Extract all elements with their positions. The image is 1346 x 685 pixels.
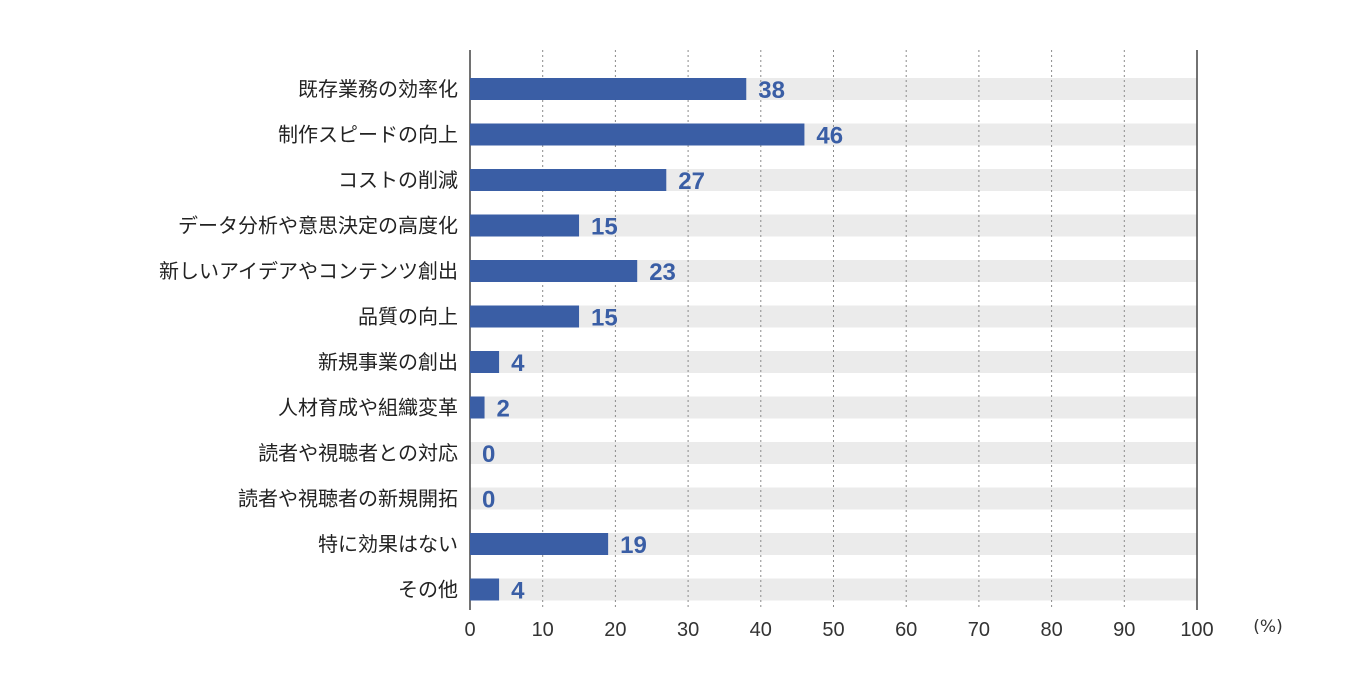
x-tick-label: 30 — [677, 619, 699, 641]
bar-track — [470, 533, 1197, 555]
bar — [470, 260, 638, 282]
category-label: データ分析や意思決定の高度化 — [178, 214, 458, 238]
value-label: 46 — [816, 123, 843, 150]
bar-track — [470, 487, 1197, 510]
bar — [470, 578, 500, 601]
bar — [470, 169, 667, 191]
x-tick-label: 10 — [532, 619, 554, 641]
category-label: 人材育成や組織変革 — [278, 396, 458, 420]
value-label: 0 — [482, 441, 495, 468]
value-label: 4 — [511, 350, 525, 377]
category-label: 読者や視聴者との対応 — [258, 441, 458, 465]
x-tick-label: 0 — [464, 619, 475, 641]
value-label: 15 — [591, 214, 618, 241]
bars — [470, 78, 805, 601]
value-label: 4 — [511, 578, 525, 605]
bar — [470, 305, 580, 328]
x-unit-label: (%) — [1253, 617, 1282, 637]
value-label: 38 — [758, 77, 785, 104]
x-tick-label: 100 — [1180, 619, 1213, 641]
x-tick-label: 40 — [750, 619, 772, 641]
category-label: 制作スピードの向上 — [278, 123, 458, 147]
value-label: 15 — [591, 305, 618, 332]
category-label: 読者や視聴者の新規開拓 — [238, 487, 458, 511]
bar-track — [470, 442, 1197, 464]
category-label: 新規事業の創出 — [318, 350, 458, 374]
value-label: 23 — [649, 259, 676, 286]
bar — [470, 533, 609, 555]
category-label: 特に効果はない — [318, 532, 458, 556]
x-tick-label: 80 — [1040, 619, 1062, 641]
bar-track — [470, 578, 1197, 601]
x-tick-label: 50 — [822, 619, 844, 641]
value-label: 19 — [620, 532, 647, 559]
value-label: 27 — [678, 168, 705, 195]
category-label: その他 — [398, 578, 458, 602]
bar-track — [470, 396, 1197, 419]
x-tick-label: 90 — [1113, 619, 1135, 641]
bar — [470, 214, 580, 237]
value-label: 0 — [482, 487, 495, 514]
bar — [470, 396, 485, 419]
x-tick-label: 70 — [968, 619, 990, 641]
category-labels: 既存業務の効率化制作スピードの向上コストの削減データ分析や意思決定の高度化新しい… — [159, 77, 458, 602]
category-label: 品質の向上 — [358, 305, 458, 329]
bar — [470, 351, 500, 373]
value-label: 2 — [497, 396, 510, 423]
x-tick-labels: 0 10 20 30 40 50 60 70 80 90 100 — [464, 619, 1213, 641]
category-label: コストの削減 — [338, 168, 458, 192]
x-tick-label: 60 — [895, 619, 917, 641]
category-label: 既存業務の効率化 — [298, 77, 458, 101]
bar — [470, 123, 805, 146]
bar — [470, 78, 747, 100]
x-tick-label: 20 — [604, 619, 626, 641]
category-label: 新しいアイデアやコンテンツ創出 — [159, 259, 458, 283]
